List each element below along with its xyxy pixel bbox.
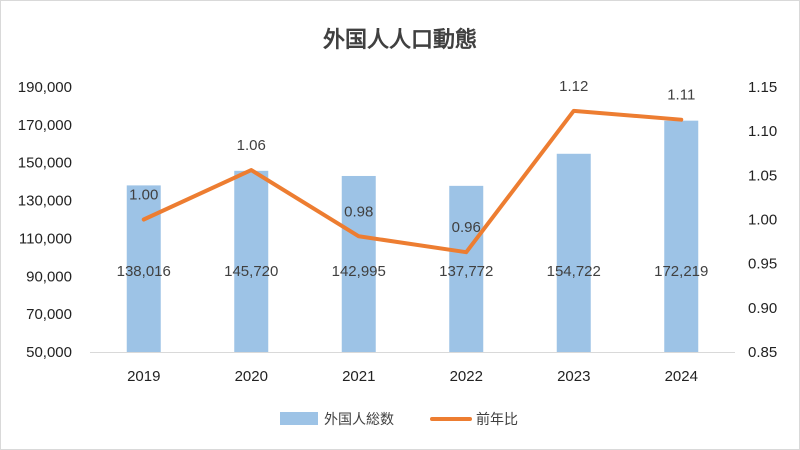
x-axis-tick-label: 2024 xyxy=(665,368,698,385)
x-axis-tick-label: 2019 xyxy=(127,368,160,385)
bar xyxy=(664,120,699,352)
bar-data-label: 154,722 xyxy=(547,263,601,280)
bar xyxy=(234,170,269,352)
bar-series xyxy=(126,120,699,352)
left-axis: 50,000 70,000 90,000 110,000 130,000 150,000 1… xyxy=(18,79,72,361)
right-axis-tick-label: 0.85 xyxy=(748,344,777,361)
bar xyxy=(556,153,591,352)
x-axis-tick-label: 2020 xyxy=(235,368,268,385)
right-axis-tick-label: 1.05 xyxy=(748,167,777,184)
left-axis-tick-label: 150,000 xyxy=(18,155,72,172)
x-axis-tick-label: 2022 xyxy=(450,368,483,385)
right-axis-tick-label: 0.95 xyxy=(748,256,777,273)
right-axis-tick-label: 1.15 xyxy=(748,79,777,96)
left-axis-tick-label: 90,000 xyxy=(26,268,72,285)
chart-title: 外国人人口動態 xyxy=(323,27,477,53)
bar-data-labels: 138,016 145,720 142,995 137,772 154,722 172,2… xyxy=(117,263,709,280)
left-axis-tick-label: 170,000 xyxy=(18,117,72,134)
line-data-label: 1.00 xyxy=(129,187,158,204)
line-data-label: 0.96 xyxy=(452,219,481,236)
bar-data-label: 138,016 xyxy=(117,263,171,280)
line-data-label: 1.11 xyxy=(667,87,695,104)
right-axis-tick-label: 1.10 xyxy=(748,123,777,140)
x-axis-tick-label: 2021 xyxy=(342,368,375,385)
line-data-label: 0.98 xyxy=(344,203,373,220)
ratio-line xyxy=(141,108,684,255)
bar xyxy=(341,175,376,352)
bar-data-label: 145,720 xyxy=(224,263,278,280)
x-axis-tick-label: 2023 xyxy=(557,368,590,385)
left-axis-tick-label: 70,000 xyxy=(26,306,72,323)
bar-data-label: 172,219 xyxy=(654,263,708,280)
left-axis-tick-label: 50,000 xyxy=(26,344,72,361)
right-axis: 0.85 0.90 0.95 1.00 1.05 1.10 1.15 xyxy=(748,79,777,361)
left-axis-tick-label: 110,000 xyxy=(19,230,72,247)
right-axis-tick-label: 0.90 xyxy=(748,300,777,317)
bar-data-label: 137,772 xyxy=(439,263,493,280)
bar xyxy=(449,185,484,352)
right-axis-tick-label: 1.00 xyxy=(748,212,777,229)
line-data-labels: 1.00 1.06 0.98 0.96 1.12 1.11 xyxy=(129,78,695,236)
left-axis-tick-label: 130,000 xyxy=(18,193,72,210)
legend: 外国人総数 前年比 xyxy=(280,411,518,428)
legend-line-label: 前年比 xyxy=(476,411,518,428)
legend-bar-label: 外国人総数 xyxy=(324,412,394,428)
legend-bar-swatch xyxy=(280,412,318,425)
line-data-label: 1.12 xyxy=(559,78,588,95)
x-axis: 2019 2020 2021 2022 2023 2024 xyxy=(127,368,698,385)
left-axis-tick-label: 190,000 xyxy=(18,79,72,96)
line-data-label: 1.06 xyxy=(237,137,266,154)
bar-data-label: 142,995 xyxy=(332,263,386,280)
